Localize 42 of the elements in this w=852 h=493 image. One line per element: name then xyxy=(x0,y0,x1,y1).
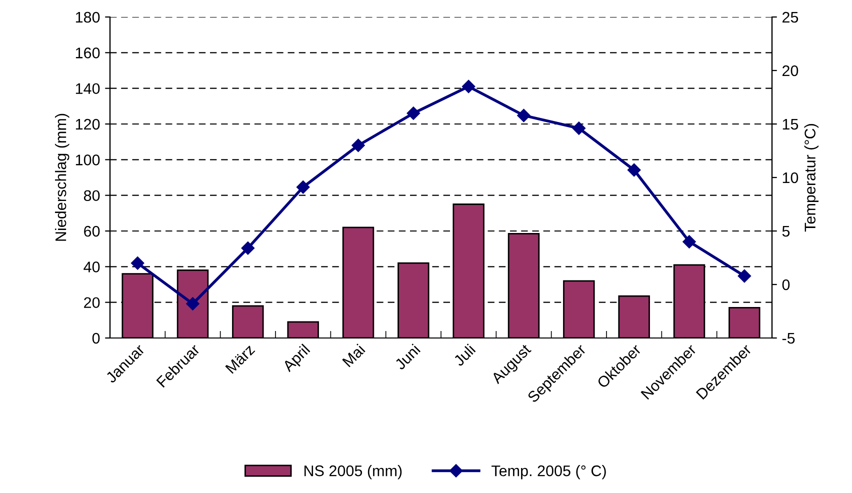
legend-label: Temp. 2005 (° C) xyxy=(492,465,606,480)
y-tick-label: 100 xyxy=(76,154,100,166)
legend-label: NS 2005 (mm) xyxy=(304,465,402,480)
bar xyxy=(398,262,430,338)
y2-tick-label: 5 xyxy=(782,226,790,237)
y2-tick-label: 20 xyxy=(782,65,798,76)
y-tick-label: 180 xyxy=(76,12,100,23)
point xyxy=(462,80,476,94)
point xyxy=(738,269,752,283)
point xyxy=(572,122,586,135)
point xyxy=(296,180,310,194)
point xyxy=(241,242,255,255)
point xyxy=(406,106,420,120)
point xyxy=(352,138,365,152)
y-tick-label: 0 xyxy=(92,332,100,344)
point xyxy=(682,235,696,248)
y2-tick-label: 25 xyxy=(782,12,798,23)
bar xyxy=(232,305,264,338)
x-tick-label: Mai xyxy=(342,344,366,368)
y-tick-label: 80 xyxy=(84,190,100,202)
point xyxy=(186,297,200,310)
y-tick-label: 40 xyxy=(84,262,100,272)
point xyxy=(517,108,530,122)
bar xyxy=(728,306,760,338)
y2-tick-label: 15 xyxy=(782,119,798,130)
y-axis-title: Niederschlag (mm) xyxy=(54,114,70,241)
y-tick-label: 120 xyxy=(76,118,100,130)
y2-axis-title: Temperatur (°C) xyxy=(804,124,819,232)
bar xyxy=(342,226,374,338)
bar xyxy=(287,321,319,338)
y-tick-label: 60 xyxy=(84,226,100,237)
y-tick-label: 20 xyxy=(84,297,100,308)
y2-tick-label: 0 xyxy=(782,279,790,290)
point xyxy=(627,163,641,177)
y2-tick-label: 10 xyxy=(782,172,798,184)
bar xyxy=(452,204,484,338)
x-tick-label: Juli xyxy=(452,344,476,367)
y-tick-label: 140 xyxy=(76,83,100,94)
y2-tick-label: -5 xyxy=(782,333,795,344)
y-tick-label: 160 xyxy=(76,48,100,58)
point xyxy=(130,256,144,270)
bar xyxy=(563,280,595,338)
